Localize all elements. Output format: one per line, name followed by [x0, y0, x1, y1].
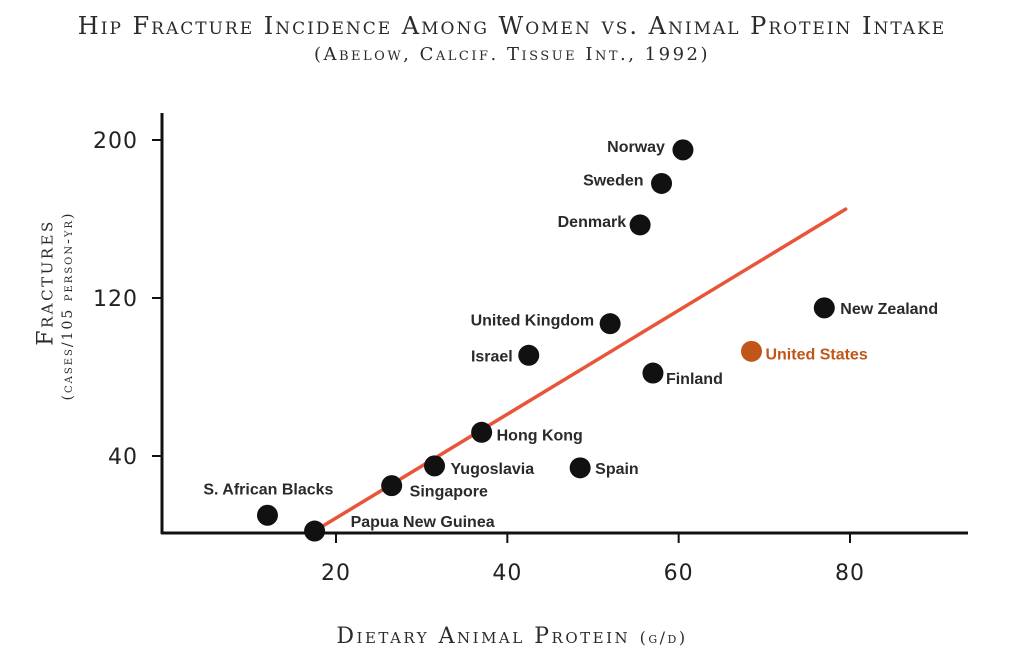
- x-axis-unit: (g/d): [639, 628, 688, 647]
- data-point: [651, 172, 673, 194]
- data-point-label: Spain: [595, 461, 639, 478]
- data-point: [599, 313, 621, 335]
- x-axis-label: Dietary Animal Protein: [336, 624, 631, 649]
- data-point-label: Yugoslavia: [451, 461, 535, 478]
- data-point: [471, 421, 493, 443]
- x-tick-label: 20: [321, 561, 351, 586]
- data-point: [672, 139, 694, 161]
- data-point: [629, 214, 651, 236]
- data-point: [381, 475, 403, 497]
- y-tick-label: 120: [93, 287, 138, 312]
- data-point: [256, 504, 278, 526]
- x-tick-label: 60: [664, 561, 694, 586]
- data-point-label: Finland: [666, 371, 723, 388]
- chart-title: Hip Fracture Incidence Among Women vs. A…: [77, 12, 947, 40]
- data-point-label: United States: [765, 346, 867, 363]
- data-point-label: Papua New Guinea: [351, 514, 495, 531]
- data-point: [569, 457, 591, 479]
- data-point: [424, 455, 446, 477]
- data-point-label: New Zealand: [840, 301, 938, 318]
- data-point: [813, 297, 835, 319]
- x-tick-label: 80: [835, 561, 865, 586]
- data-point: [304, 520, 326, 542]
- data-point-label: Sweden: [583, 172, 643, 189]
- data-point-label: Hong Kong: [497, 427, 583, 444]
- data-point-label: Denmark: [558, 214, 627, 231]
- trend-line: [312, 207, 848, 533]
- data-point: [740, 340, 762, 362]
- data-point-label: Singapore: [410, 484, 488, 501]
- data-point-label: Norway: [607, 139, 665, 156]
- y-tick-label: 200: [93, 129, 138, 154]
- data-point-label: United Kingdom: [471, 313, 595, 330]
- data-point-label: Israel: [471, 348, 513, 365]
- data-point: [518, 344, 540, 366]
- data-point-label: S. African Blacks: [203, 481, 333, 498]
- x-axis-label-group: Dietary Animal Protein (g/d): [0, 624, 1024, 649]
- x-tick-label: 40: [492, 561, 522, 586]
- y-tick-label: 40: [108, 445, 138, 470]
- chart-subtitle: (Abelow, Calcif. Tissue Int., 1992): [313, 44, 711, 65]
- data-point: [642, 362, 664, 384]
